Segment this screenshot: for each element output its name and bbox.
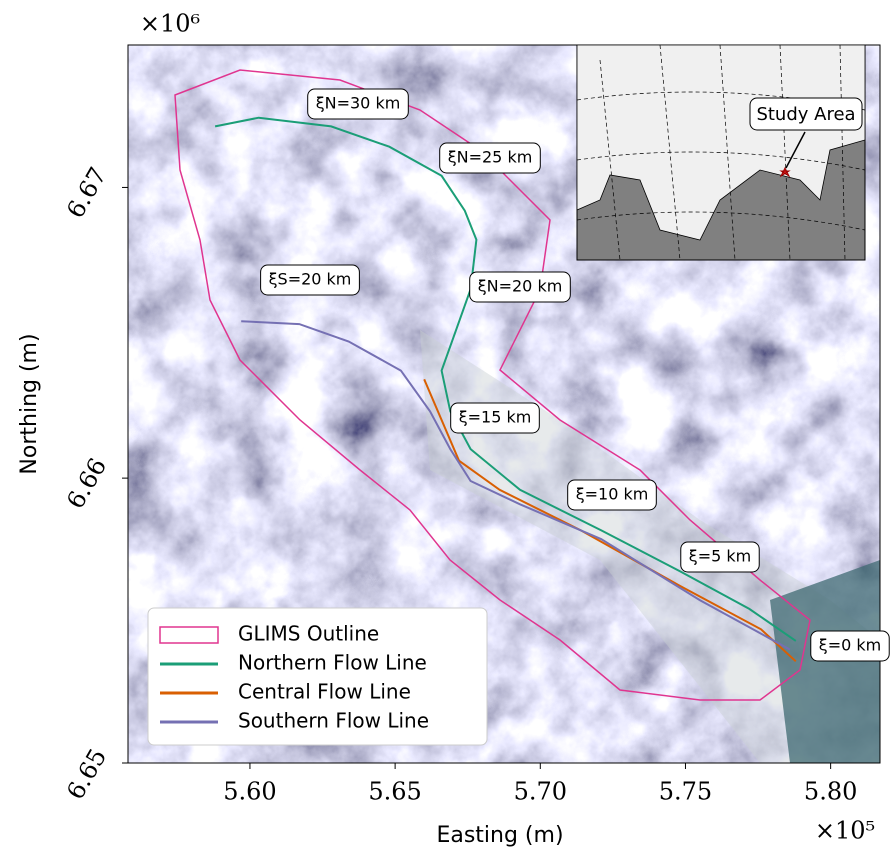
x-tick-label: 5.75 — [659, 778, 712, 806]
annotation-box — [307, 88, 409, 120]
annotation: ξN=30 km — [307, 88, 409, 120]
flow-line — [214, 116, 797, 642]
x-tick-label: 5.80 — [804, 778, 857, 806]
flow-line — [423, 378, 797, 663]
annotation: ξN=25 km — [439, 142, 541, 174]
legend-label: GLIMS Outline — [238, 622, 379, 646]
annotation-label: ξN=25 km — [448, 148, 533, 167]
x-offset-label: ×10⁵ — [815, 817, 875, 845]
annotation-box — [810, 630, 890, 662]
annotation-label: ξN=20 km — [478, 277, 563, 296]
annotation-label: ξ=15 km — [459, 408, 532, 427]
annotation-label: ξ=10 km — [576, 485, 649, 504]
annotation: ξ=10 km — [567, 479, 657, 511]
flow-line — [241, 320, 791, 651]
y-tick-label: 6.67 — [61, 163, 112, 223]
y-offset-label: ×10⁶ — [140, 10, 200, 38]
annotation-box — [439, 142, 541, 174]
x-tick-label: 5.65 — [368, 778, 421, 806]
legend-label: Southern Flow Line — [238, 709, 429, 733]
annotation-label: ξ=0 km — [819, 636, 881, 655]
y-axis-label: Northing (m) — [17, 333, 42, 474]
annotation: ξ=15 km — [450, 402, 540, 434]
annotation-box — [450, 402, 540, 434]
annotation: ξS=20 km — [260, 264, 360, 296]
plot-frame — [127, 44, 881, 764]
annotation-box — [567, 479, 657, 511]
inset-label: Study Area — [756, 104, 855, 125]
y-tick-label: 6.65 — [61, 744, 112, 804]
annotation: ξ=0 km — [810, 630, 890, 662]
annotation-box — [469, 271, 571, 303]
legend-swatch — [159, 626, 219, 644]
annotation: ξ=5 km — [680, 541, 760, 573]
annotation-box — [260, 264, 360, 296]
glims-outline — [174, 69, 811, 701]
inset-map: Study Area — [576, 44, 866, 261]
annotation-label: ξS=20 km — [269, 270, 352, 289]
annotation-label: ξ=5 km — [689, 547, 751, 566]
legend-label: Northern Flow Line — [238, 651, 427, 675]
annotation-box — [680, 541, 760, 573]
y-tick-label: 6.66 — [61, 453, 112, 513]
x-tick-label: 5.70 — [514, 778, 567, 806]
legend: GLIMS Outline Northern Flow Line Central F… — [147, 607, 488, 746]
x-tick-label: 5.60 — [223, 778, 276, 806]
x-axis-label: Easting (m) — [436, 823, 563, 848]
annotation: ξN=20 km — [469, 271, 571, 303]
legend-label: Central Flow Line — [238, 680, 411, 704]
annotation-label: ξN=30 km — [316, 94, 401, 113]
